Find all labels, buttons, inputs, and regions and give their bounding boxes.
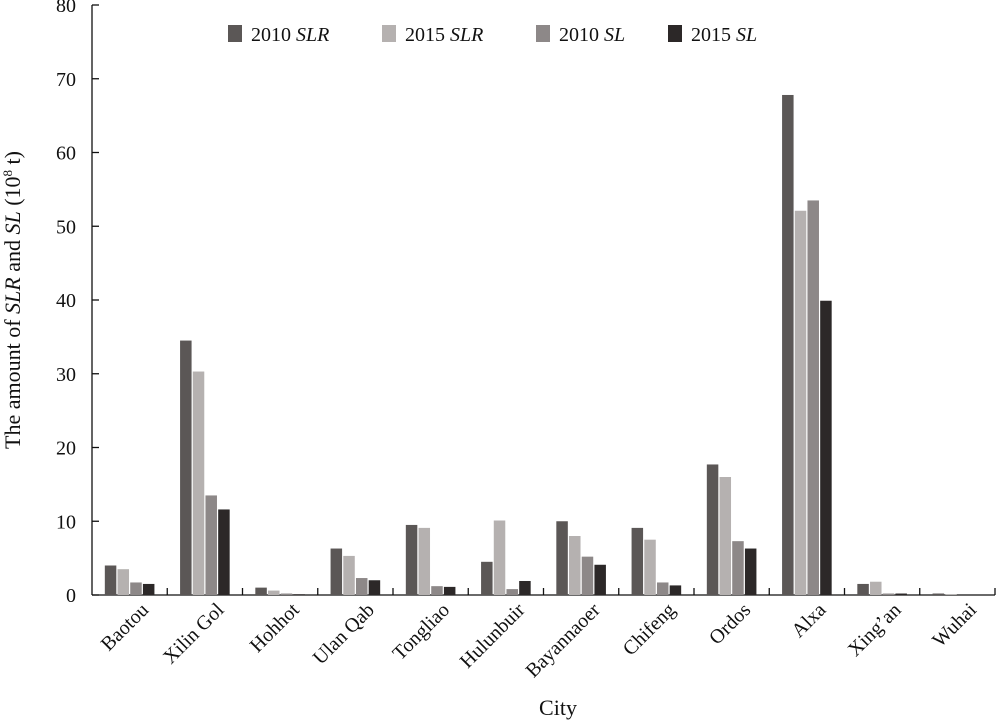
legend: 2010 SLR 2015 SLR 2010 SL 2015 SL xyxy=(228,24,757,46)
bar xyxy=(581,556,594,595)
legend-swatch xyxy=(228,25,242,42)
bar xyxy=(355,578,368,595)
bar xyxy=(945,594,957,595)
bar xyxy=(895,593,907,595)
bar xyxy=(644,539,656,595)
y-tick-label: 70 xyxy=(56,69,76,91)
bar xyxy=(443,586,456,595)
bar xyxy=(418,527,431,595)
x-tick-label: Bayannaoer xyxy=(522,599,605,682)
legend-label: 2010 SL xyxy=(559,24,625,46)
legend-swatch xyxy=(382,25,396,42)
x-tick-label: Xilin Gol xyxy=(159,599,229,669)
y-tick-label: 80 xyxy=(56,0,76,17)
x-axis-title: City xyxy=(539,695,577,720)
y-tick-label: 60 xyxy=(56,143,76,165)
x-tick-label: Ulan Qab xyxy=(309,599,379,669)
bar xyxy=(180,340,192,595)
legend-label: 2010 SLR xyxy=(251,24,329,46)
y-axis-title-unit-open: (10 xyxy=(0,176,25,211)
bar xyxy=(117,569,130,595)
bar xyxy=(218,509,230,595)
legend-label-year: 2010 xyxy=(559,24,604,46)
bar xyxy=(656,582,669,595)
x-tick-label: Tongliao xyxy=(389,599,455,665)
y-axis-title-term1: SLR xyxy=(0,277,25,314)
bar xyxy=(870,581,882,595)
bar xyxy=(255,587,267,595)
legend-label-term: SLR xyxy=(296,24,329,46)
y-axis-title: The amount of SLR and SL (108 t) xyxy=(0,151,25,449)
bar xyxy=(794,210,807,595)
bar xyxy=(493,520,506,595)
bar xyxy=(932,593,945,595)
x-tick-label: Hohhot xyxy=(246,599,304,657)
x-tick-label: Alxa xyxy=(787,599,830,642)
bar xyxy=(330,548,343,595)
bar xyxy=(104,565,117,595)
bar xyxy=(268,590,280,595)
legend-label: 2015 SL xyxy=(691,24,757,46)
bar xyxy=(519,580,531,595)
plot-area: 0 10 20 30 40 50 60 70 80 Baotou Xilin Gol Hohhot U… xyxy=(56,0,996,682)
bar xyxy=(744,548,757,595)
bar xyxy=(719,477,732,595)
legend-label: 2015 SLR xyxy=(405,24,483,46)
y-tick-label: 10 xyxy=(56,511,76,533)
bar xyxy=(782,94,794,595)
x-tick-label: Hulunbuir xyxy=(456,599,530,673)
legend-label-year: 2015 xyxy=(691,24,736,46)
y-axis-title-term2: SL xyxy=(0,211,25,234)
bar xyxy=(669,585,682,595)
bar xyxy=(142,583,155,595)
x-tick-label: Ordos xyxy=(705,599,755,649)
y-axis-title-prefix: The amount of xyxy=(0,314,25,449)
bar xyxy=(706,464,719,595)
bar xyxy=(405,524,418,595)
y-tick-label: 20 xyxy=(56,438,76,460)
x-tick-label: Chifeng xyxy=(619,599,680,660)
legend-label-year: 2010 xyxy=(251,24,296,46)
bar xyxy=(631,527,644,595)
bar xyxy=(807,200,819,595)
y-axis-title-unit-close: t) xyxy=(0,151,25,170)
bar xyxy=(280,593,293,595)
bar xyxy=(857,583,869,595)
y-tick-label: 40 xyxy=(56,290,76,312)
bar xyxy=(506,589,518,595)
legend-swatch xyxy=(536,25,550,42)
bar xyxy=(820,300,832,595)
bar xyxy=(130,582,142,595)
legend-label-term: SL xyxy=(736,24,757,46)
bar xyxy=(205,495,217,595)
legend-swatch xyxy=(668,25,682,42)
bar xyxy=(192,371,205,595)
y-axis-title-middle: and xyxy=(0,235,25,278)
bar xyxy=(732,541,744,595)
x-tick-label: Wuhai xyxy=(928,599,981,652)
y-tick-label: 30 xyxy=(56,364,76,386)
x-tick-label: Baotou xyxy=(97,599,153,655)
x-tick-label: Xing’an xyxy=(844,599,906,661)
x-axis-ticks: Baotou Xilin Gol Hohhot Ulan Qab Tongliao Hul… xyxy=(97,588,996,682)
y-axis-ticks: 0 10 20 30 40 50 60 70 80 xyxy=(56,0,99,607)
legend-label-term: SLR xyxy=(450,24,483,46)
bar xyxy=(431,586,443,595)
bars xyxy=(104,94,957,595)
y-tick-label: 0 xyxy=(66,585,76,607)
bar xyxy=(343,555,355,595)
bar xyxy=(594,564,606,595)
bar xyxy=(368,580,381,595)
bar xyxy=(293,594,305,595)
bar xyxy=(481,561,493,595)
bar xyxy=(882,593,895,595)
legend-label-term: SL xyxy=(604,24,625,46)
y-tick-label: 50 xyxy=(56,216,76,238)
bar xyxy=(569,536,581,595)
bar xyxy=(556,521,568,595)
y-axis-title-unit-exp: 8 xyxy=(0,170,15,177)
legend-label-year: 2015 xyxy=(405,24,450,46)
